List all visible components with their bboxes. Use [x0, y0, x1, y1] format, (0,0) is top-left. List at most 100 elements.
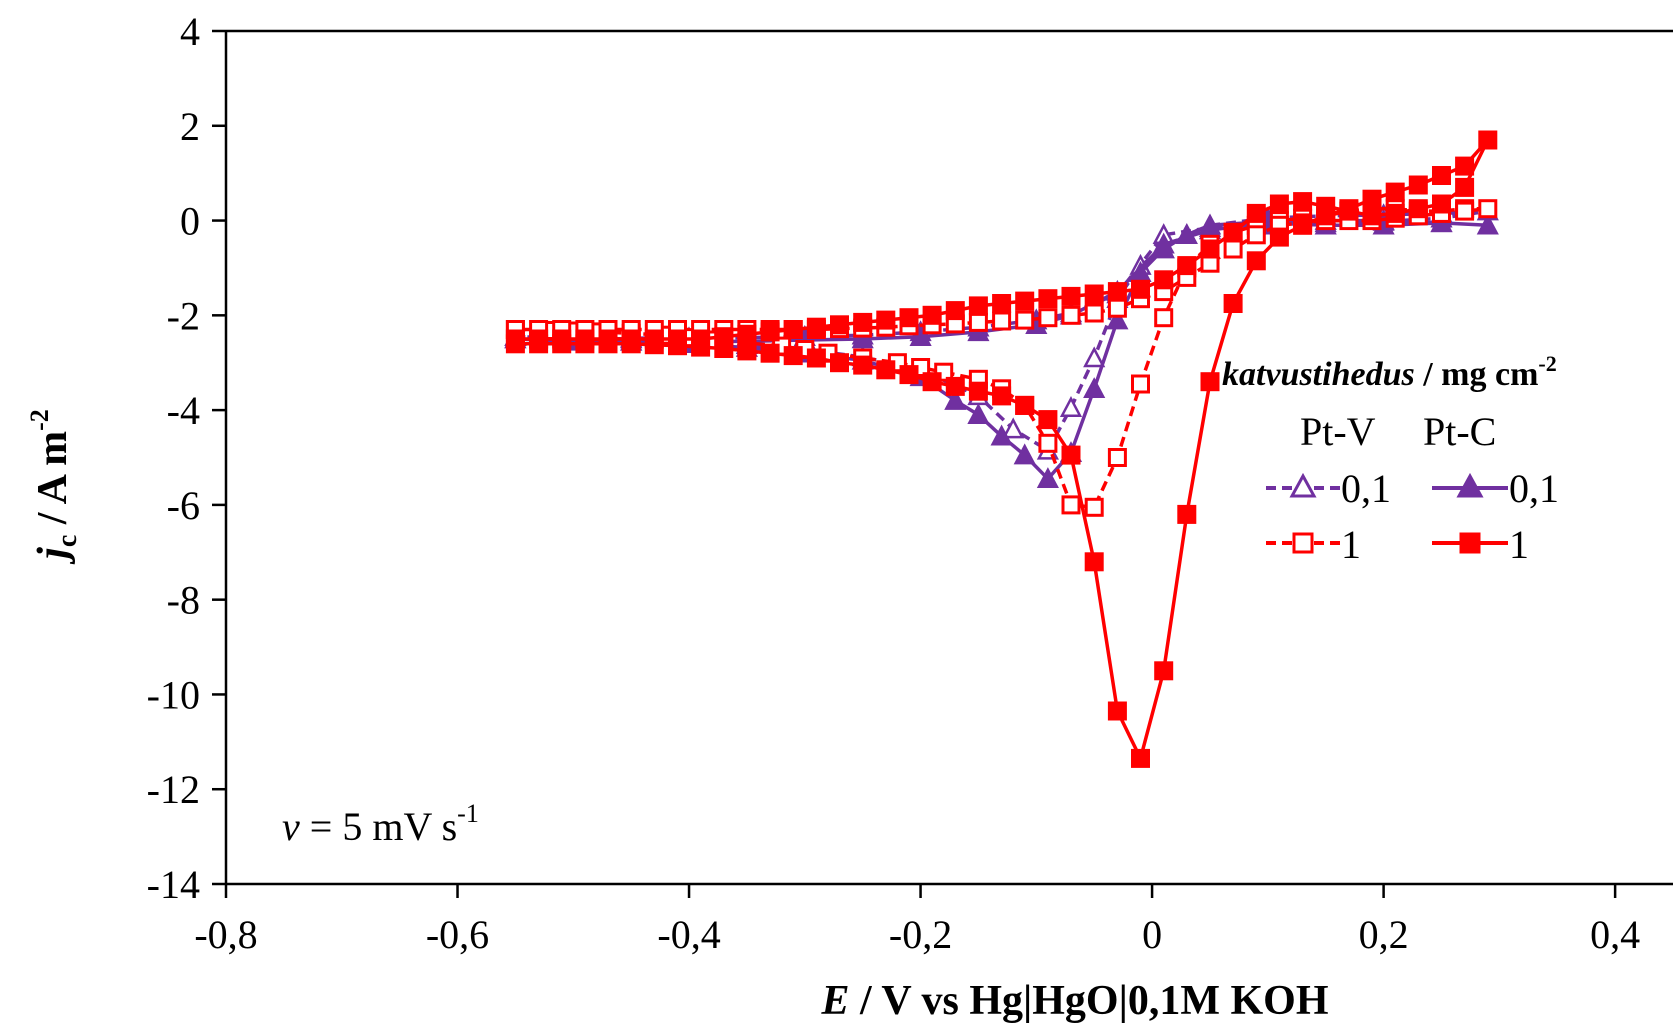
x-axis-title: E / V vs Hg|HgO|0,1M KOH [821, 978, 1329, 1024]
x-tick-label: 0 [1142, 912, 1162, 957]
data-point [737, 324, 757, 344]
data-point [1036, 467, 1059, 489]
data-point [1131, 374, 1150, 394]
data-point [1038, 289, 1058, 309]
y-tick-label: -4 [167, 388, 200, 433]
data-point [1246, 251, 1266, 271]
data-point [944, 388, 967, 410]
data-point [1478, 130, 1498, 150]
data-point [806, 348, 826, 368]
data-point [853, 355, 873, 375]
data-point [1084, 497, 1104, 517]
data-point [1061, 305, 1081, 325]
data-point [1293, 215, 1313, 235]
data-point [621, 329, 641, 349]
data-point [968, 296, 988, 316]
data-point [1106, 308, 1129, 330]
y-tick-label: -2 [167, 293, 200, 338]
data-point [529, 329, 549, 349]
data-point [1223, 222, 1243, 242]
y-tick-label: -10 [147, 672, 200, 717]
y-axis-title: jc / A m-2 [25, 409, 83, 565]
legend-swatch-pt-c-0-1-marker [1456, 472, 1484, 498]
series-pt-c-1 [505, 130, 1498, 768]
data-point [1175, 223, 1198, 245]
data-point [1083, 377, 1106, 399]
data-point [899, 365, 919, 385]
data-point [1038, 410, 1058, 430]
data-point [1059, 396, 1083, 417]
data-point [876, 360, 896, 380]
axis-ticks: 4 2 0 -2 -4 -6 -8 -10 -12 -14 -0,8 -0,6 -0,4 -0,2 0 0,2… [147, 9, 1640, 957]
data-point [1269, 227, 1289, 247]
data-point [552, 329, 572, 349]
data-point [1455, 177, 1475, 197]
data-point [876, 310, 896, 330]
data-point [967, 403, 990, 425]
data-point [1152, 232, 1175, 254]
data-point [1269, 194, 1289, 214]
data-point [1385, 203, 1405, 223]
data-point [714, 327, 734, 347]
series-layer [504, 130, 1499, 768]
y-tick-label: -14 [147, 862, 200, 907]
data-point [1293, 192, 1313, 212]
y-tick-label: -8 [167, 578, 200, 623]
data-point [1246, 203, 1266, 223]
y-tick-label: -6 [167, 483, 200, 528]
data-point [992, 311, 1012, 331]
data-point [1476, 213, 1499, 235]
data-point [922, 305, 942, 325]
data-point [1478, 199, 1498, 219]
data-point [1200, 372, 1220, 392]
data-point [1131, 279, 1150, 299]
data-point [1038, 308, 1058, 328]
data-point [644, 329, 664, 349]
data-point [853, 312, 873, 332]
y-tick-label: 2 [180, 104, 200, 149]
data-point [1362, 189, 1382, 209]
x-tick-label: -0,6 [426, 912, 489, 957]
data-point [922, 372, 942, 392]
data-point [899, 308, 919, 328]
data-point [1177, 256, 1197, 276]
y-tick-label: 0 [180, 199, 200, 244]
data-point [1200, 239, 1220, 259]
data-point [945, 376, 965, 396]
x-tick-label: -0,2 [889, 912, 952, 957]
data-point [783, 346, 803, 366]
data-point [909, 325, 932, 346]
data-point [1339, 201, 1359, 221]
data-point [1107, 701, 1127, 721]
data-point [990, 424, 1013, 446]
data-point [1084, 284, 1104, 304]
data-point [1385, 182, 1405, 202]
data-point [1061, 495, 1081, 515]
data-point [992, 294, 1012, 313]
data-point [1223, 294, 1243, 313]
data-point [830, 315, 849, 335]
data-point [968, 381, 988, 401]
legend-col-pt-v: Pt-V [1300, 409, 1376, 454]
data-point [783, 320, 803, 339]
data-point [760, 343, 780, 363]
data-point [1408, 175, 1428, 195]
data-point [598, 329, 618, 349]
data-point [1107, 448, 1127, 467]
legend-swatch-pt-c-1-marker [1459, 532, 1481, 554]
data-point [1084, 303, 1104, 323]
legend-swatch-pt-v-1-marker [1292, 532, 1314, 554]
data-point [1083, 346, 1106, 368]
data-point [760, 322, 780, 342]
y-tick-label: -12 [147, 767, 200, 812]
data-point [691, 329, 711, 349]
data-point [1061, 445, 1081, 465]
data-point [1002, 417, 1025, 439]
legend-label-pt-c-0-1: 0,1 [1509, 466, 1559, 511]
data-point [1013, 443, 1036, 465]
data-point [505, 329, 525, 349]
data-point [737, 341, 757, 361]
data-point [1362, 206, 1382, 226]
data-point [1107, 298, 1127, 318]
data-point [1107, 282, 1127, 302]
